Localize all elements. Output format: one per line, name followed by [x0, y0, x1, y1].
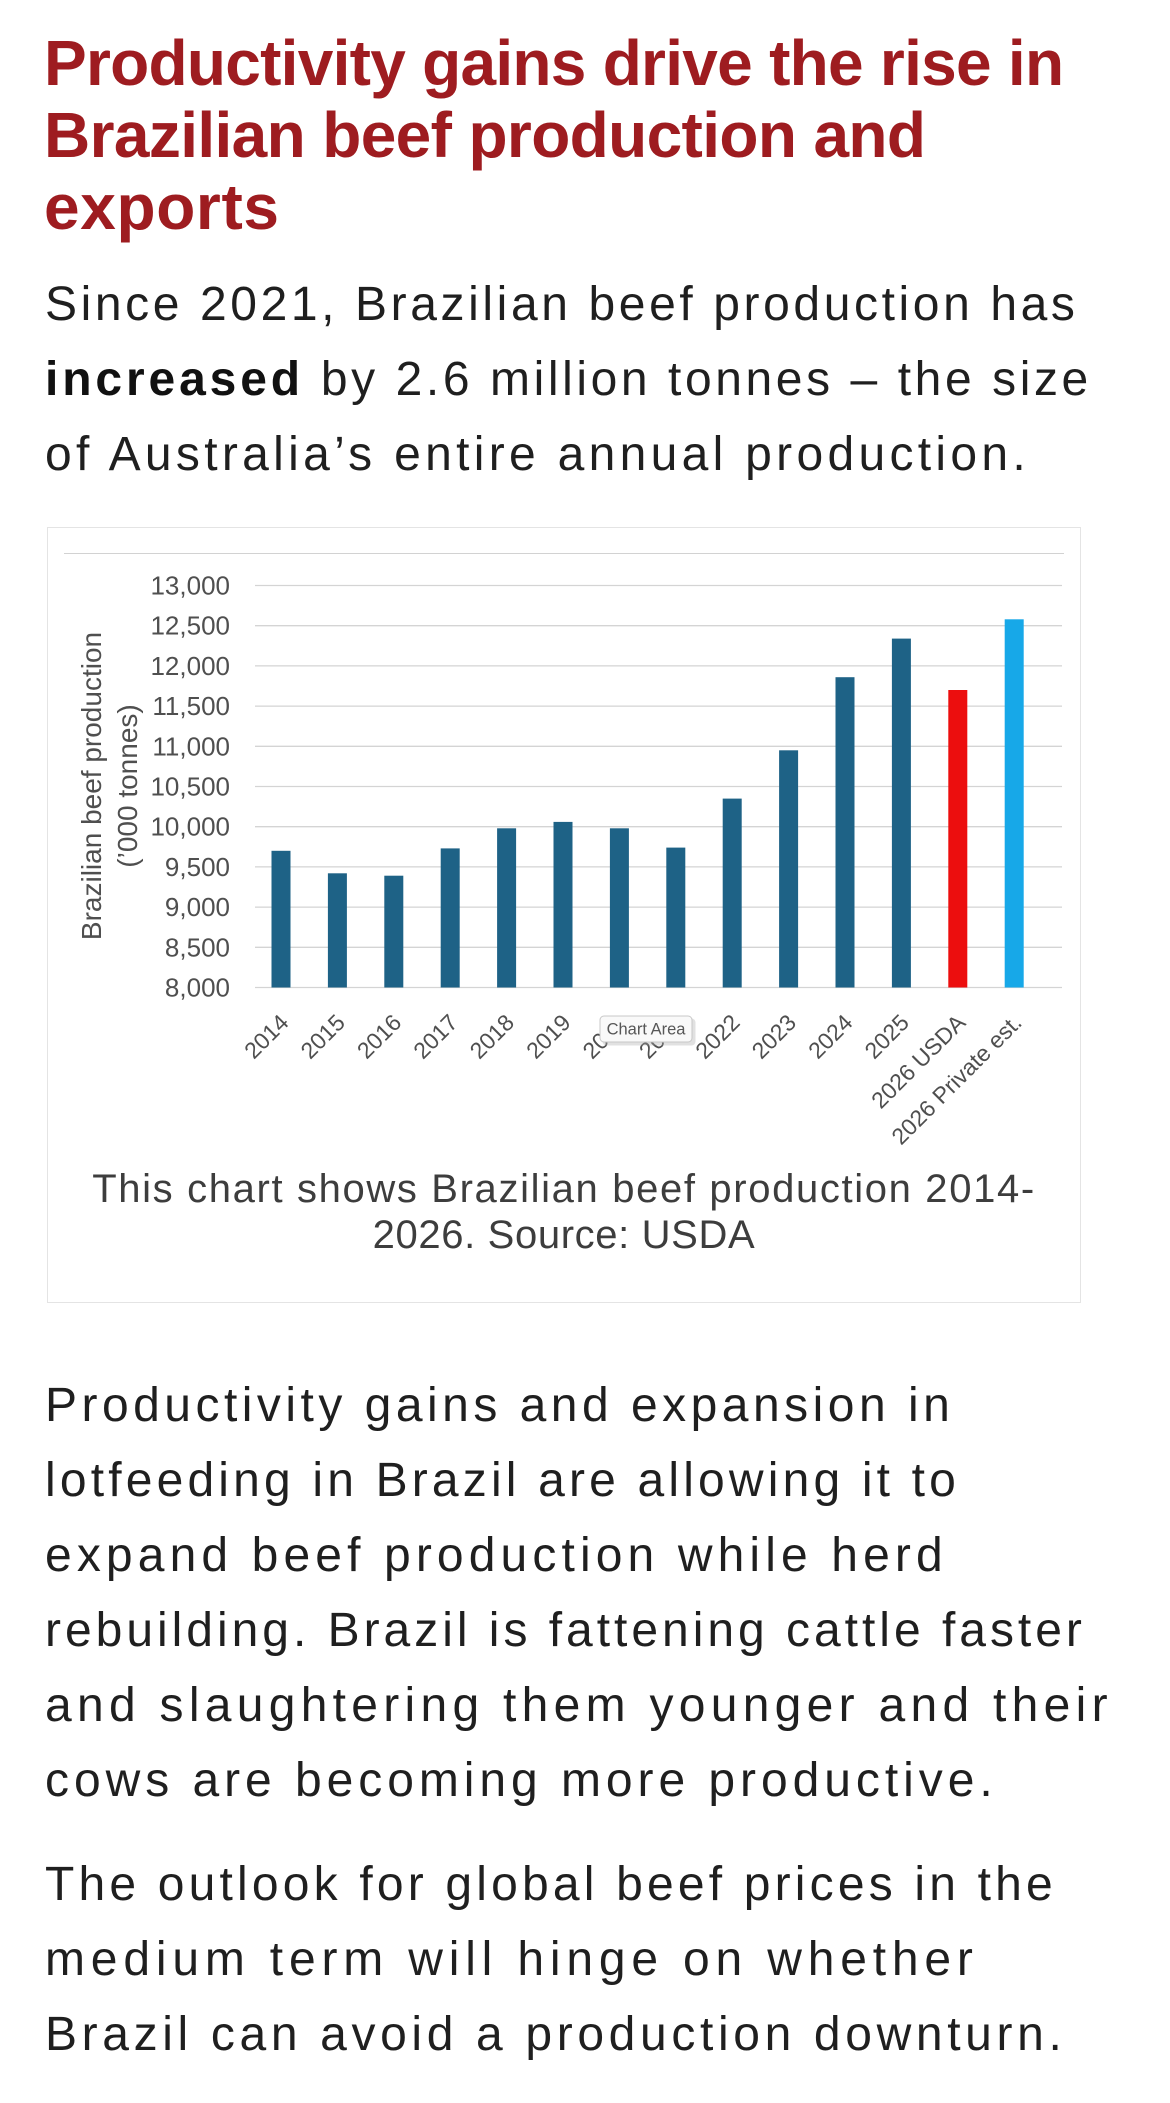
svg-text:9,000: 9,000 — [165, 892, 230, 922]
svg-text:11,000: 11,000 — [152, 731, 230, 761]
svg-text:10,500: 10,500 — [150, 772, 230, 802]
svg-text:(’000 tonnes): (’000 tonnes) — [112, 704, 143, 867]
svg-text:12,000: 12,000 — [150, 651, 230, 681]
svg-text:2024: 2024 — [803, 1009, 858, 1064]
svg-text:Chart Area: Chart Area — [607, 1021, 687, 1039]
svg-text:13,000: 13,000 — [150, 571, 230, 601]
svg-text:2019: 2019 — [521, 1009, 576, 1064]
svg-text:2017: 2017 — [408, 1009, 463, 1064]
svg-text:2018: 2018 — [465, 1009, 520, 1064]
svg-text:Brazilian beef production: Brazilian beef production — [76, 632, 107, 940]
svg-text:8,500: 8,500 — [165, 932, 230, 962]
svg-text:2016: 2016 — [352, 1009, 407, 1064]
svg-text:2022: 2022 — [690, 1009, 745, 1064]
svg-text:12,500: 12,500 — [150, 611, 230, 641]
svg-text:8,000: 8,000 — [165, 973, 230, 1003]
svg-text:2014: 2014 — [239, 1009, 294, 1064]
svg-text:11,500: 11,500 — [152, 691, 230, 721]
svg-text:9,500: 9,500 — [165, 852, 230, 882]
svg-text:2015: 2015 — [295, 1009, 350, 1064]
svg-text:2023: 2023 — [747, 1009, 802, 1064]
svg-text:10,000: 10,000 — [150, 812, 230, 842]
